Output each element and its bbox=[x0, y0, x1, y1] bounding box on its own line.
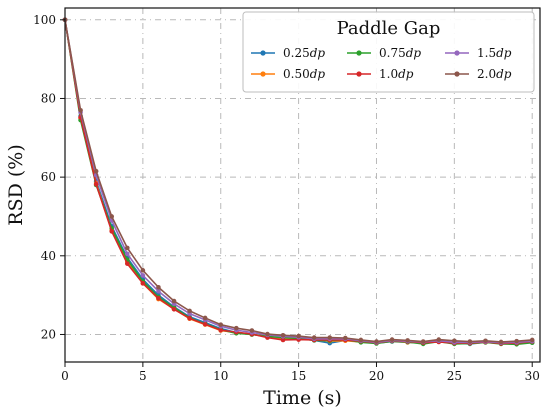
legend-label-unit: dp bbox=[310, 46, 326, 60]
x-tick-label: 5 bbox=[139, 369, 147, 383]
x-tick-label: 15 bbox=[291, 369, 306, 383]
data-point bbox=[93, 181, 99, 187]
data-point bbox=[311, 335, 317, 340]
data-point bbox=[140, 268, 146, 273]
legend-box bbox=[242, 11, 535, 93]
data-point bbox=[109, 214, 115, 219]
data-point bbox=[343, 335, 348, 341]
legend-item: 2.0dp bbox=[445, 67, 512, 81]
legend-label: 1.5dp bbox=[477, 46, 512, 60]
data-point bbox=[234, 325, 239, 331]
legend-swatch-marker bbox=[356, 71, 362, 77]
data-point bbox=[140, 281, 146, 286]
data-point bbox=[529, 337, 535, 343]
data-point bbox=[280, 337, 286, 343]
data-point bbox=[358, 337, 364, 343]
data-point bbox=[202, 321, 208, 327]
x-tick-label: 30 bbox=[525, 369, 540, 383]
legend-label-value: 0.75 bbox=[379, 46, 406, 60]
y-tick-label: 80 bbox=[41, 91, 56, 105]
data-point bbox=[218, 327, 224, 333]
data-point bbox=[125, 245, 130, 251]
y-tick-label: 100 bbox=[33, 13, 56, 27]
legend-item: 1.0dp bbox=[347, 67, 414, 81]
legend-swatch-marker bbox=[454, 71, 460, 77]
plot-frame bbox=[64, 7, 541, 363]
legend-label-unit: dp bbox=[406, 46, 422, 60]
data-point bbox=[514, 338, 519, 344]
data-point bbox=[280, 332, 286, 338]
legend-label: 1.0dp bbox=[379, 67, 414, 81]
data-point bbox=[202, 315, 208, 321]
legend-label-unit: dp bbox=[496, 67, 512, 81]
data-point bbox=[498, 339, 504, 345]
data-point bbox=[78, 107, 83, 113]
legend-label: 2.0dp bbox=[477, 67, 512, 81]
legend-label-value: 1.0 bbox=[379, 67, 398, 81]
data-point bbox=[140, 273, 146, 278]
data-point bbox=[467, 339, 473, 344]
data-point bbox=[156, 284, 161, 290]
data-point bbox=[389, 337, 395, 342]
x-tick-label: 25 bbox=[447, 369, 462, 383]
data-point bbox=[109, 229, 115, 234]
data-point bbox=[125, 261, 130, 266]
data-point bbox=[483, 338, 488, 344]
x-axis-label: Time (s) bbox=[263, 387, 342, 409]
data-point bbox=[452, 338, 457, 344]
data-point bbox=[218, 322, 224, 327]
legend-label-unit: dp bbox=[310, 67, 326, 81]
x-tick-label: 0 bbox=[61, 369, 69, 383]
x-tick-label: 10 bbox=[213, 369, 228, 383]
legend-swatch-marker bbox=[454, 50, 460, 56]
data-point bbox=[93, 168, 99, 174]
data-point bbox=[265, 331, 270, 337]
data-point bbox=[374, 339, 379, 344]
legend-item: 1.5dp bbox=[445, 46, 512, 60]
legend-label-value: 0.25 bbox=[283, 46, 310, 60]
series-2.0dp bbox=[62, 17, 535, 345]
series-layer bbox=[62, 17, 535, 347]
data-point bbox=[156, 288, 161, 294]
tick-layer: 0 5 10 15 20 25 30 20 40 60 80 100 bbox=[33, 13, 540, 383]
legend-label-value: 2.0 bbox=[477, 67, 496, 81]
legend-swatch-marker bbox=[260, 50, 266, 56]
legend-swatch-marker bbox=[356, 50, 362, 56]
data-point bbox=[420, 339, 426, 344]
legend-label-value: 1.5 bbox=[477, 46, 496, 60]
legend-title: Paddle Gap bbox=[337, 18, 441, 39]
legend-label: 0.50dp bbox=[283, 67, 325, 81]
data-point bbox=[171, 306, 177, 312]
data-point bbox=[436, 337, 442, 342]
y-tick-label: 40 bbox=[41, 249, 56, 263]
legend-swatch-marker bbox=[260, 71, 266, 77]
y-tick-label: 20 bbox=[41, 327, 56, 341]
legend-item: 0.50dp bbox=[251, 67, 325, 81]
y-axis-label: RSD (%) bbox=[5, 144, 27, 225]
data-point bbox=[156, 295, 161, 301]
legend-item: 0.75dp bbox=[347, 46, 421, 60]
data-point bbox=[187, 308, 192, 314]
legend-item: 0.25dp bbox=[251, 46, 325, 60]
data-point bbox=[249, 328, 255, 333]
legend: Paddle Gap0.25dp0.50dp0.75dp1.0dp1.5dp2.… bbox=[242, 11, 535, 93]
legend-label-value: 0.50 bbox=[283, 67, 310, 81]
data-point bbox=[187, 316, 192, 321]
data-point bbox=[171, 298, 177, 304]
legend-label-unit: dp bbox=[398, 67, 414, 81]
data-point bbox=[327, 335, 333, 340]
data-point bbox=[405, 338, 410, 343]
legend-label-unit: dp bbox=[496, 46, 512, 60]
data-point bbox=[125, 251, 130, 257]
legend-label: 0.75dp bbox=[379, 46, 421, 60]
x-tick-label: 20 bbox=[369, 369, 384, 383]
y-tick-label: 60 bbox=[41, 170, 56, 184]
legend-label: 0.25dp bbox=[283, 46, 325, 60]
data-point bbox=[296, 333, 301, 339]
